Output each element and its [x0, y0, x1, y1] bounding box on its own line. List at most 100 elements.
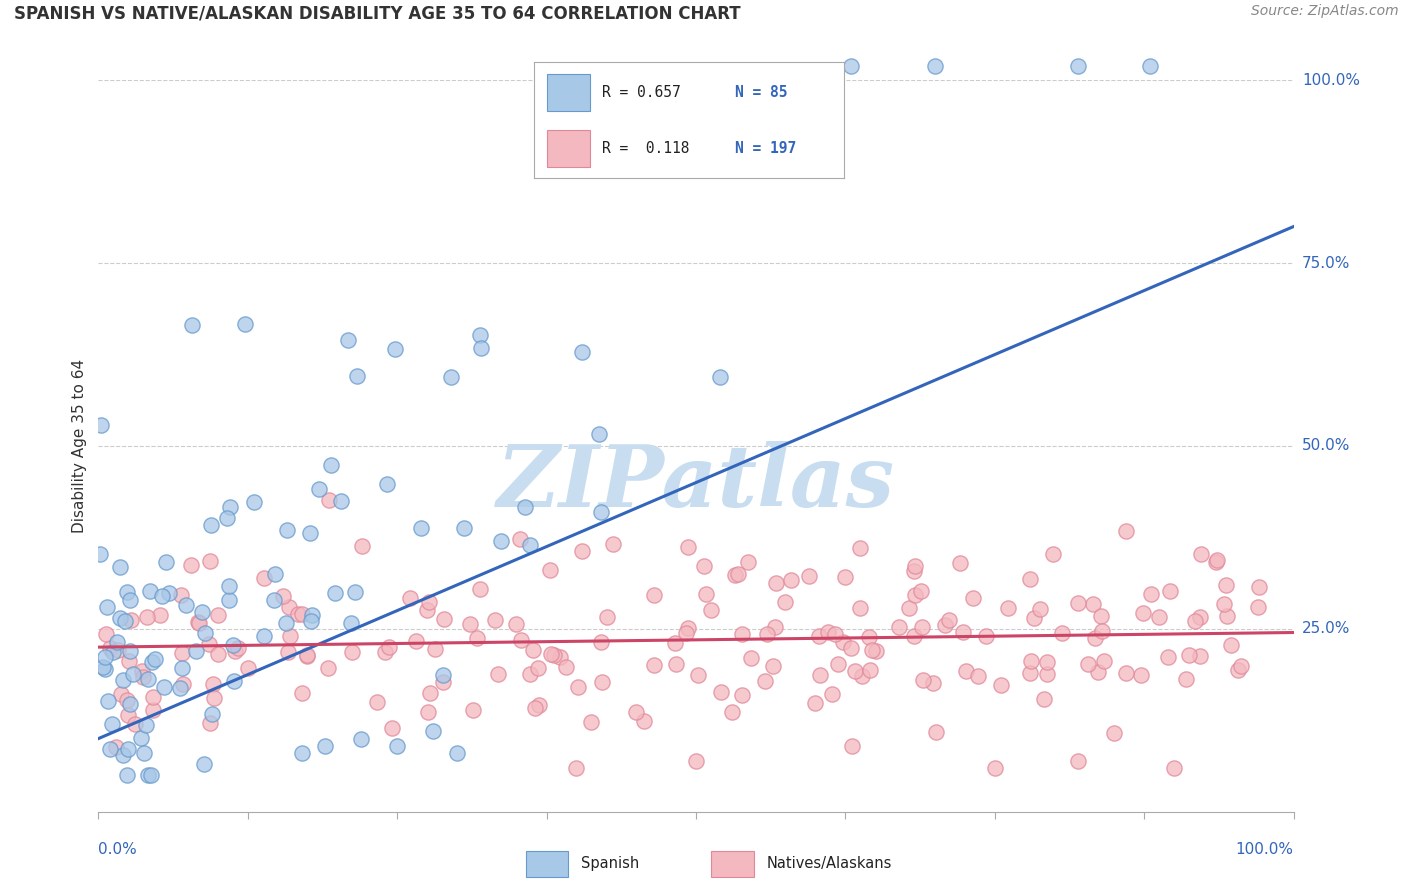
Point: [200, 517, 222, 532]
Point: [1115, 524, 1137, 538]
Point: [100, 717, 122, 731]
Point: [132, 746, 155, 760]
Point: [299, 614, 322, 628]
Point: [172, 646, 194, 660]
Point: [278, 629, 301, 643]
Point: [849, 541, 872, 556]
Point: [827, 657, 849, 671]
Point: [983, 761, 1005, 775]
Point: [135, 718, 157, 732]
Point: [699, 603, 721, 617]
Point: [484, 613, 506, 627]
Point: [218, 579, 240, 593]
Point: [548, 650, 571, 665]
Point: [676, 621, 699, 635]
Point: [1083, 597, 1105, 611]
Point: [297, 648, 319, 662]
Text: 100.0%: 100.0%: [1236, 842, 1294, 857]
Point: [1050, 626, 1073, 640]
Point: [105, 739, 128, 754]
Point: [325, 586, 347, 600]
Point: [132, 670, 155, 684]
Point: [737, 555, 759, 569]
Point: [678, 540, 700, 554]
Point: [94, 627, 117, 641]
Point: [120, 613, 142, 627]
Point: [193, 757, 215, 772]
Point: [233, 317, 256, 331]
Point: [510, 633, 533, 648]
Point: [221, 638, 243, 652]
Point: [139, 584, 162, 599]
Point: [910, 584, 932, 599]
Text: Natives/Alaskans: Natives/Alaskans: [766, 855, 891, 871]
Point: [1115, 666, 1137, 681]
Point: [111, 673, 134, 688]
Point: [350, 731, 373, 746]
Point: [589, 505, 612, 519]
Point: [468, 328, 491, 343]
Point: [194, 625, 217, 640]
Point: [1019, 572, 1042, 586]
Point: [1227, 663, 1250, 677]
Point: [834, 570, 856, 584]
Point: [384, 343, 406, 357]
Point: [1163, 761, 1185, 775]
Point: [416, 603, 439, 617]
Point: [808, 630, 831, 644]
Point: [1042, 547, 1064, 561]
Point: [1102, 726, 1125, 740]
Point: [1084, 632, 1107, 646]
Point: [143, 652, 166, 666]
Point: [903, 628, 925, 642]
Point: [904, 588, 927, 602]
Point: [565, 761, 588, 775]
Point: [169, 681, 191, 695]
Point: [949, 557, 972, 571]
Point: [298, 526, 321, 541]
Point: [416, 706, 439, 720]
Point: [1205, 553, 1227, 567]
Point: [898, 601, 921, 615]
Point: [903, 565, 925, 579]
Point: [207, 608, 229, 623]
Point: [860, 642, 883, 657]
Point: [755, 627, 778, 641]
Point: [319, 458, 342, 473]
Point: [1032, 692, 1054, 706]
Point: [226, 640, 249, 655]
Point: [1188, 609, 1211, 624]
Point: [817, 624, 839, 639]
Point: [686, 668, 709, 682]
Point: [124, 717, 146, 731]
Point: [808, 668, 831, 682]
Point: [571, 345, 593, 359]
Point: [1184, 614, 1206, 628]
Point: [218, 592, 240, 607]
Point: [117, 741, 139, 756]
Point: [274, 616, 297, 631]
Point: [290, 746, 312, 760]
Point: [643, 588, 665, 602]
Point: [422, 724, 444, 739]
Point: [934, 617, 956, 632]
Point: [1247, 580, 1270, 594]
Point: [153, 681, 176, 695]
Point: [675, 625, 697, 640]
Point: [142, 703, 165, 717]
Point: [489, 534, 512, 549]
Point: [375, 477, 398, 491]
Point: [155, 556, 177, 570]
Point: [131, 664, 153, 678]
Point: [904, 559, 927, 574]
Point: [910, 620, 932, 634]
Point: [108, 560, 131, 574]
Point: [118, 654, 141, 668]
Point: [114, 614, 136, 628]
Point: [446, 746, 468, 760]
Point: [89, 547, 111, 561]
Text: N = 85: N = 85: [735, 85, 787, 100]
Point: [238, 661, 260, 675]
Point: [411, 521, 433, 535]
Point: [522, 643, 544, 657]
